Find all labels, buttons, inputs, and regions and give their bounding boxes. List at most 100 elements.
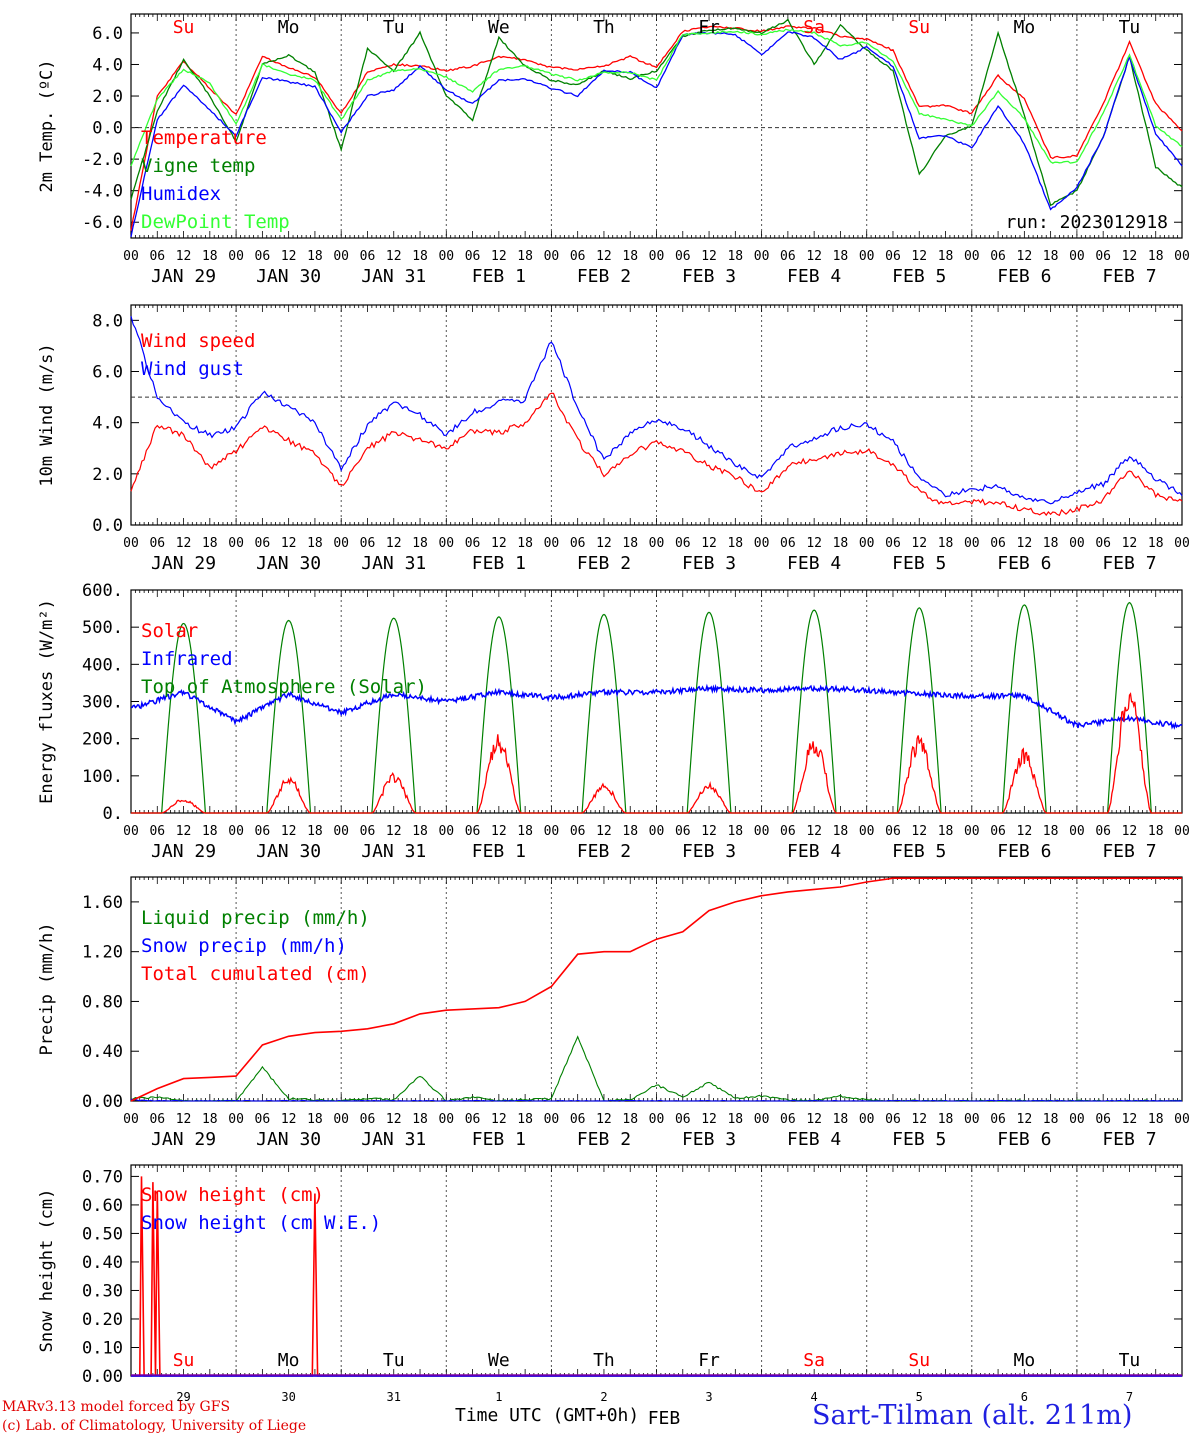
x-hour-label: 06 bbox=[465, 249, 481, 264]
legend-entry: Infrared bbox=[141, 648, 233, 670]
x-hour-label: 18 bbox=[833, 536, 849, 551]
x-day-label: FEB 1 bbox=[472, 553, 526, 574]
x-hour-label: 12 bbox=[176, 249, 192, 264]
x-hour-label: 06 bbox=[149, 249, 165, 264]
x-hour-label: 12 bbox=[1122, 824, 1138, 839]
x-day-label: FEB 2 bbox=[577, 1129, 631, 1150]
x-day-label: FEB 7 bbox=[1102, 266, 1156, 287]
x-hour-label: 18 bbox=[622, 824, 638, 839]
x-day-label: JAN 29 bbox=[151, 1129, 216, 1150]
x-hour-label: 00 bbox=[123, 824, 139, 839]
y-tick-label: 8.0 bbox=[92, 311, 123, 331]
x-hour-label: 00 bbox=[1069, 536, 1085, 551]
weekday-label: Su bbox=[908, 1350, 930, 1371]
chart-panel-2: 0.0 2.0 4.0 6.0 8.0 10m Wind (m/s) 00 06 12 18 00 0… bbox=[37, 304, 1190, 574]
x-hour-label: 00 bbox=[228, 1112, 244, 1127]
day-number-label: 4 bbox=[811, 1390, 818, 1404]
series-line-total bbox=[130, 877, 1182, 1102]
y-tick-label: 0.80 bbox=[82, 992, 123, 1012]
series-line-0 bbox=[130, 392, 1183, 517]
x-hour-label: 00 bbox=[1174, 824, 1190, 839]
x-hour-label: 00 bbox=[1174, 1112, 1190, 1127]
x-hour-label: 00 bbox=[1174, 536, 1190, 551]
x-hour-label: 18 bbox=[202, 1112, 218, 1127]
x-day-label: JAN 31 bbox=[361, 1129, 426, 1150]
chart-panel-1: -6.0 -4.0 -2.0 0.0 2.0 4.0 6.0 2m Temp. (ºC) 00 0… bbox=[37, 13, 1190, 287]
model-credit: MARv3.13 model forced by GFS bbox=[2, 1399, 231, 1415]
x-hour-label: 06 bbox=[885, 249, 901, 264]
x-hour-label: 00 bbox=[438, 249, 454, 264]
y-tick-label: 0.70 bbox=[82, 1167, 123, 1187]
x-hour-label: 12 bbox=[1017, 1112, 1033, 1127]
x-hour-label: 06 bbox=[570, 1112, 586, 1127]
x-hour-label: 12 bbox=[491, 1112, 507, 1127]
day-number-label: 29 bbox=[176, 1390, 190, 1404]
y-tick-label: -2.0 bbox=[82, 150, 123, 170]
x-hour-label: 06 bbox=[149, 1112, 165, 1127]
x-day-label: FEB 4 bbox=[787, 841, 841, 862]
x-day-label: JAN 31 bbox=[361, 266, 426, 287]
x-hour-label: 12 bbox=[1017, 824, 1033, 839]
x-hour-label: 00 bbox=[649, 249, 665, 264]
x-hour-label: 18 bbox=[833, 824, 849, 839]
x-day-label: JAN 29 bbox=[151, 553, 216, 574]
x-hour-label: 12 bbox=[596, 536, 612, 551]
x-hour-label: 00 bbox=[333, 249, 349, 264]
x-hour-label: 12 bbox=[491, 824, 507, 839]
x-hour-label: 06 bbox=[360, 536, 376, 551]
y-tick-label: 6.0 bbox=[92, 363, 123, 383]
x-day-label: FEB 1 bbox=[472, 841, 526, 862]
legend-entry: Top of Atmosphere (Solar) bbox=[141, 676, 427, 698]
day-number-label: 5 bbox=[916, 1390, 923, 1404]
x-hour-label: 18 bbox=[202, 824, 218, 839]
x-day-label: FEB 2 bbox=[577, 841, 631, 862]
weekday-label: Mo bbox=[278, 1350, 300, 1371]
x-hour-label: 06 bbox=[990, 824, 1006, 839]
y-axis-label: Snow height (cm) bbox=[37, 1189, 57, 1353]
x-hour-label: 06 bbox=[780, 536, 796, 551]
x-hour-label: 18 bbox=[307, 1112, 323, 1127]
y-tick-label: 0.20 bbox=[82, 1310, 123, 1330]
x-hour-label: 18 bbox=[1043, 824, 1059, 839]
x-hour-label: 06 bbox=[465, 824, 481, 839]
x-hour-label: 00 bbox=[333, 824, 349, 839]
x-hour-label: 12 bbox=[491, 536, 507, 551]
x-day-label: FEB 7 bbox=[1102, 841, 1156, 862]
series-line-3 bbox=[130, 28, 1183, 167]
weekday-label: Sa bbox=[803, 17, 825, 38]
x-hour-label: 00 bbox=[123, 1112, 139, 1127]
x-hour-label: 12 bbox=[386, 824, 402, 839]
x-hour-label: 12 bbox=[596, 1112, 612, 1127]
weekday-label: Mo bbox=[1014, 1350, 1036, 1371]
x-hour-label: 18 bbox=[517, 1112, 533, 1127]
day-number-label: 7 bbox=[1126, 1390, 1133, 1404]
x-day-label: JAN 29 bbox=[151, 266, 216, 287]
x-hour-label: 00 bbox=[649, 536, 665, 551]
x-hour-label: 12 bbox=[806, 824, 822, 839]
x-day-label: FEB 4 bbox=[787, 266, 841, 287]
series-line-0 bbox=[131, 1176, 1182, 1377]
x-hour-label: 18 bbox=[202, 536, 218, 551]
x-hour-label: 06 bbox=[675, 1112, 691, 1127]
x-hour-label: 12 bbox=[701, 1112, 717, 1127]
series-line-infrared bbox=[130, 683, 1183, 730]
x-hour-label: 06 bbox=[1095, 249, 1111, 264]
x-hour-label: 00 bbox=[123, 249, 139, 264]
x-day-label: JAN 30 bbox=[256, 841, 321, 862]
chart-panel-4: 0.00 0.40 0.80 1.20 1.60 Precip (mm/h) 00 06 12 1… bbox=[37, 876, 1190, 1150]
x-day-label: FEB 6 bbox=[997, 1129, 1051, 1150]
legend-entry: Total cumulated (cm) bbox=[141, 963, 370, 985]
x-hour-label: 06 bbox=[780, 1112, 796, 1127]
x-hour-label: 00 bbox=[964, 824, 980, 839]
x-hour-label: 06 bbox=[990, 249, 1006, 264]
series-line-0 bbox=[130, 25, 1183, 231]
x-hour-label: 00 bbox=[754, 249, 770, 264]
y-tick-label: 100. bbox=[82, 767, 123, 787]
x-day-label: FEB 7 bbox=[1102, 553, 1156, 574]
x-hour-label: 18 bbox=[1148, 824, 1164, 839]
y-axis-label: 10m Wind (m/s) bbox=[37, 343, 57, 486]
run-label: run: 2023012918 bbox=[1005, 212, 1168, 233]
x-hour-label: 00 bbox=[333, 536, 349, 551]
x-hour-label: 12 bbox=[1122, 249, 1138, 264]
x-hour-label: 12 bbox=[806, 1112, 822, 1127]
